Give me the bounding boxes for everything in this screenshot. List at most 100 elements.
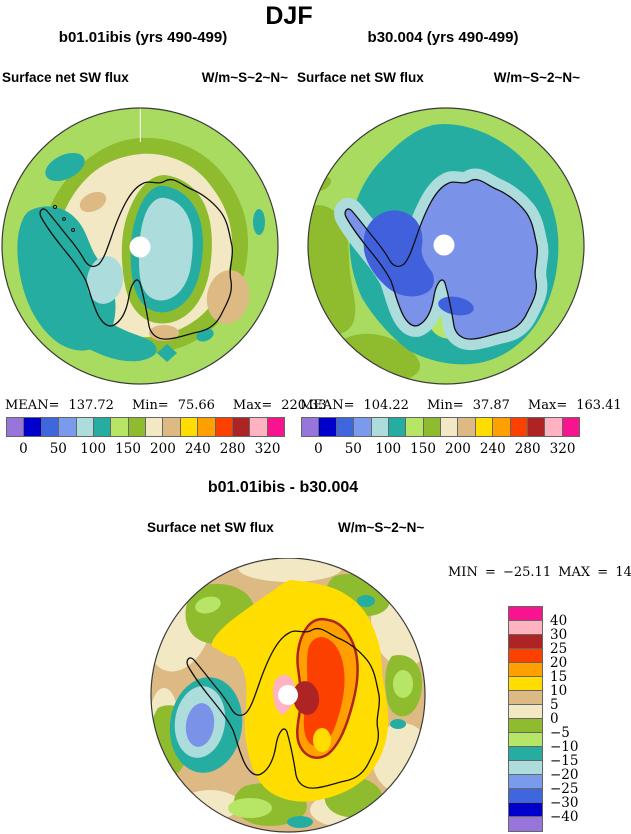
colorbar-tick-label: 50 [344,441,362,457]
panel2-colorbar: 0 50 100 150 200 240 280 320 [301,417,580,461]
colorbar-tick-label: 0 [314,441,323,457]
colorbar-tick-label: 50 [49,441,67,457]
pole-hole [278,685,298,705]
panel2-stats: MEAN= 104.22 Min= 37.87 Max= 163.41 [300,398,622,413]
colorbar-swatch [336,418,355,436]
min-label: Min= [426,398,464,413]
colorbar-tick-label: −15 [550,753,579,769]
colorbar-swatch [302,418,320,436]
colorbar-tick-label: −10 [550,739,579,755]
colorbar-swatch [509,635,542,649]
colorbar-swatches [301,417,580,437]
panel2-field-label: Surface net SW flux [297,70,424,85]
colorbar-swatch [441,418,459,436]
colorbar-tick-label: 280 [219,441,246,457]
colorbar-swatch [509,663,542,677]
diff-minmax-text: MIN = −25.11 MAX = 143.79 [448,565,631,580]
colorbar-tick-label: 240 [184,441,211,457]
panel1-stats: MEAN= 137.72 Min= 75.66 Max= 220.33 [5,398,327,413]
max-label: Max= [232,398,273,413]
mean-label: MEAN= [5,398,60,413]
colorbar-swatch [198,418,216,436]
colorbar-tick-label: 15 [550,669,568,685]
colorbar-tick-label: 320 [254,441,281,457]
colorbar-tick-label: 20 [550,655,568,671]
colorbar-swatch [509,677,542,691]
min-value: 75.66 [177,398,215,413]
panel1-colorbar: 0 50 100 150 200 240 280 320 [6,417,285,461]
mean-label: MEAN= [300,398,355,413]
colorbar-swatch [59,418,77,436]
colorbar-swatch [423,418,441,436]
colorbar-swatch [41,418,60,436]
colorbar-swatch [406,418,424,436]
colorbar-swatch [509,691,542,705]
colorbar-tick-label: 240 [479,441,506,457]
colorbar-tick-label: 0 [550,711,559,727]
panel1-units-label: W/m~S~2~N~ [201,70,288,85]
colorbar-swatch [215,418,233,436]
colorbar-tick-label: −30 [550,795,579,811]
colorbar-swatch [509,719,542,733]
colorbar-tick-label: 150 [410,441,436,457]
diff-units-label: W/m~S~2~N~ [338,520,425,535]
colorbar-swatch [146,418,164,436]
colorbar-swatch [458,418,476,436]
colorbar-swatch [388,418,407,436]
colorbar-tick-label: 280 [514,441,541,457]
colorbar-tick-label: 200 [445,441,471,457]
mean-value: 137.72 [68,398,114,413]
colorbar-swatches [508,606,543,832]
colorbar-swatch [509,761,542,775]
colorbar-swatch [509,607,542,621]
colorbar-tick-label: 320 [549,441,576,457]
colorbar-swatch [371,418,389,436]
map-b30-polar-plot [307,107,585,385]
colorbar-swatch [509,775,542,789]
colorbar-tick-label: 40 [550,613,568,629]
colorbar-swatch [509,803,542,817]
mean-value: 104.22 [363,398,409,413]
panel2-subtitle: b30.004 (yrs 490-499) [367,29,519,46]
colorbar-swatch [163,418,181,436]
max-label: Max= [527,398,568,413]
max-value: 163.41 [576,398,622,413]
colorbar-swatch [509,621,542,635]
colorbar-tick-label: −40 [550,809,579,825]
colorbar-swatch [180,418,199,436]
colorbar-swatch [509,817,542,831]
colorbar-swatch [319,418,337,436]
colorbar-swatches [6,417,285,437]
max-value: 220.33 [281,398,327,413]
colorbar-swatch [509,747,542,761]
colorbar-swatch [527,418,546,436]
panel2-units-label: W/m~S~2~N~ [493,70,580,85]
map-diff-polar-plot [150,558,426,833]
colorbar-tick-label: 200 [150,441,176,457]
colorbar-tick-label: 150 [115,441,141,457]
colorbar-swatch [509,649,542,663]
min-label: Min= [131,398,169,413]
diff-field-label: Surface net SW flux [147,520,274,535]
colorbar-swatch [111,418,129,436]
colorbar-swatch [250,418,268,436]
colorbar-swatch [7,418,25,436]
colorbar-swatch [267,418,284,436]
colorbar-tick-label: 30 [550,627,568,643]
colorbar-swatch [562,418,579,436]
colorbar-tick-label: 0 [19,441,28,457]
colorbar-tick-label: −25 [550,781,579,797]
negative-anomaly-blob [169,677,243,773]
colorbar-swatch [509,733,542,747]
colorbar-swatch [76,418,94,436]
panel1-subtitle: b01.01ibis (yrs 490-499) [58,29,228,46]
colorbar-swatch [509,705,542,719]
pole-hole [433,234,455,256]
colorbar-tick-label: 25 [550,641,568,657]
colorbar-tick-label: −5 [550,725,570,741]
diff-panel-title: b01.01ibis - b30.004 [207,479,359,496]
colorbar-swatch [510,418,528,436]
colorbar-swatch [24,418,42,436]
colorbar-swatch [232,418,251,436]
